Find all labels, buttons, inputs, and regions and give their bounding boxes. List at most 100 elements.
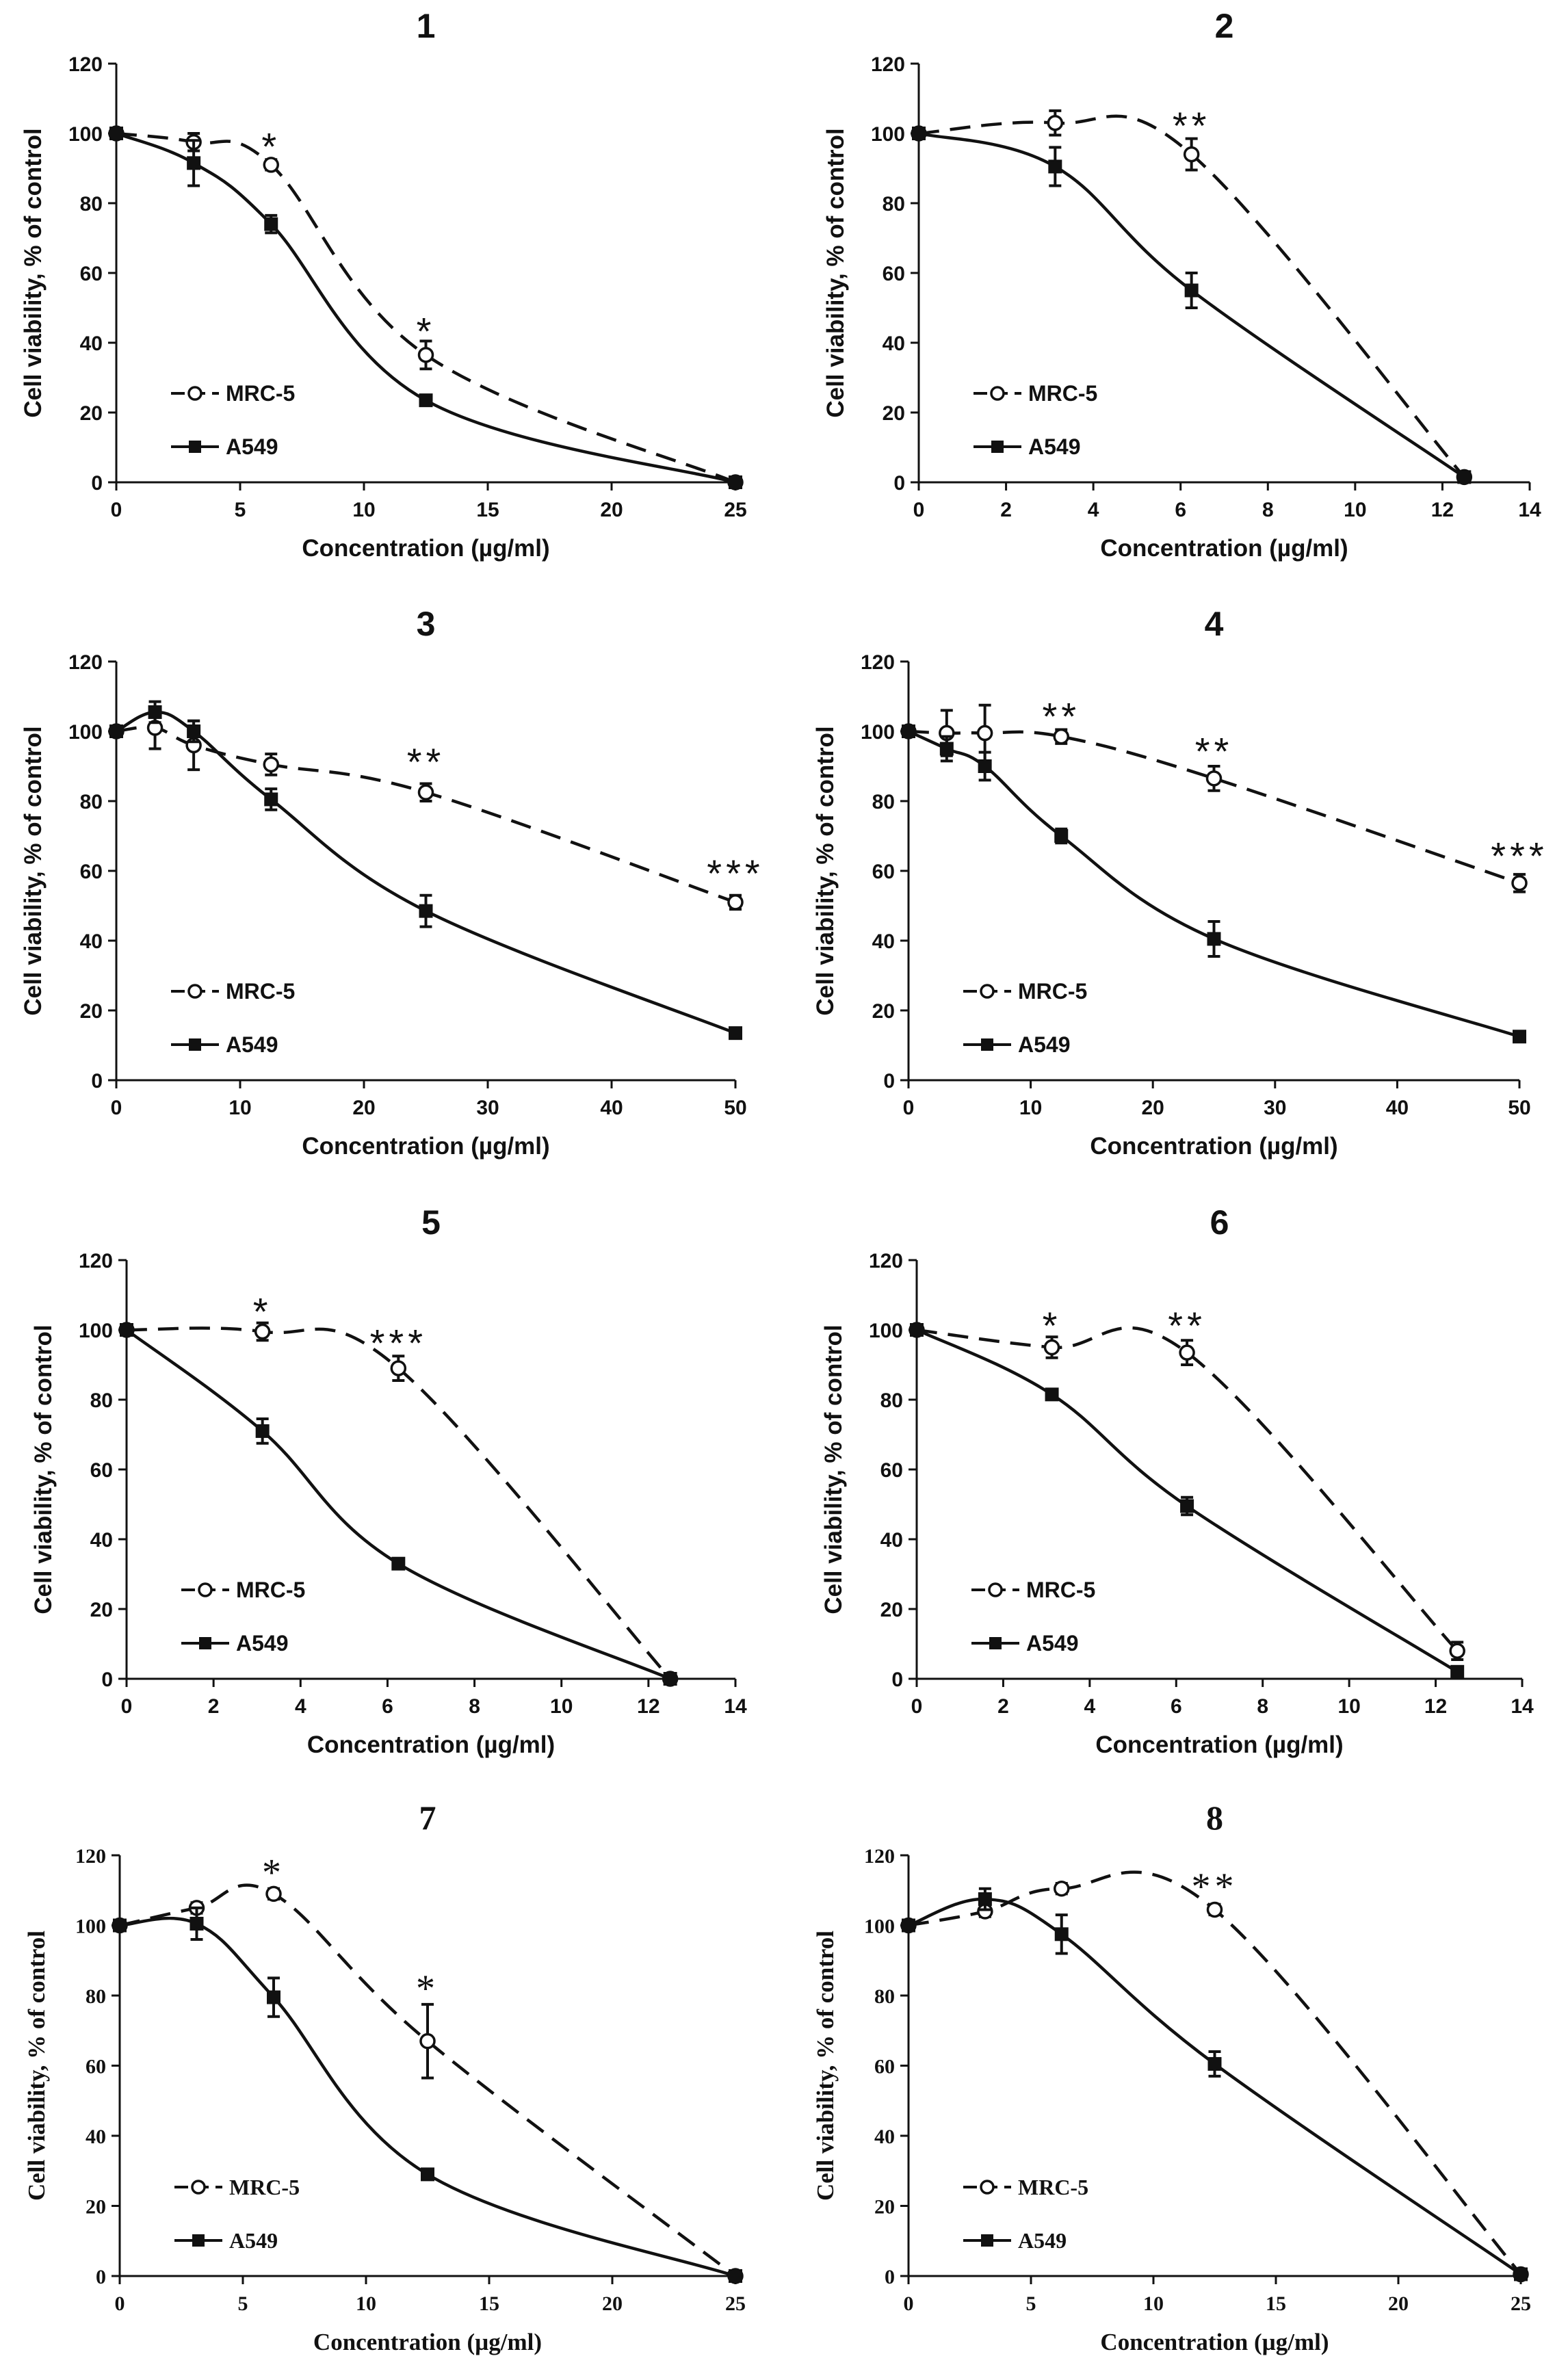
data-point [263, 157, 279, 173]
x-tick-label: 10 [352, 499, 375, 521]
series-a549 [910, 1323, 1465, 1679]
series-a549 [113, 1906, 742, 2283]
series-a549 [912, 127, 1472, 484]
series-line [119, 1883, 737, 2277]
y-tick-label: 100 [861, 721, 895, 744]
data-point [190, 1916, 204, 1931]
data-point [1514, 2267, 1528, 2281]
y-tick-label: 60 [874, 2056, 895, 2078]
legend-a549: A549 [171, 434, 278, 459]
x-tick-label: 40 [600, 1097, 623, 1119]
y-axis-label: Cell viability, % of control [812, 726, 839, 1015]
y-tick-label: 20 [86, 2196, 106, 2219]
data-point [1206, 1901, 1223, 1918]
legend-mrc-5: MRC-5 [974, 381, 1097, 406]
legend-a549: A549 [963, 1032, 1071, 1057]
chart-title: 3 [417, 605, 436, 643]
legend-marker [980, 2180, 995, 2195]
data-point [1047, 114, 1064, 131]
data-point [419, 393, 433, 408]
chart-title: 8 [1206, 1799, 1223, 1837]
data-point [1205, 770, 1223, 787]
data-point [912, 127, 926, 140]
legend-marker [990, 386, 1005, 401]
y-tick-label: 120 [869, 1250, 903, 1272]
y-tick-label: 120 [864, 1845, 895, 1868]
y-tick-label: 100 [68, 123, 103, 146]
data-point [120, 1323, 133, 1337]
legend-label: A549 [236, 1631, 289, 1656]
y-tick-label: 100 [864, 1915, 895, 1938]
x-axis-label: Concentration (µg/ml) [307, 1731, 555, 1758]
y-tick-label: 60 [872, 861, 895, 883]
legend-marker [981, 1038, 993, 1051]
data-point [1184, 283, 1199, 298]
x-tick-label: 10 [1337, 1695, 1360, 1718]
x-tick-label: 10 [356, 2292, 376, 2315]
legend-label: A549 [1018, 1032, 1071, 1057]
y-axis-label: Cell viability, % of control [820, 1324, 847, 1614]
legend-label: MRC-5 [1018, 2175, 1088, 2199]
series-line [125, 1329, 671, 1681]
significance-marker: * [417, 310, 436, 353]
x-axis-label: Concentration (µg/ml) [1095, 1731, 1343, 1758]
y-tick-label: 0 [883, 1070, 895, 1093]
series-a549 [902, 724, 1526, 1044]
legend-marker [991, 441, 1004, 453]
data-point [1511, 875, 1528, 891]
y-tick-label: 40 [874, 2126, 895, 2148]
series-a549 [109, 700, 742, 1041]
series-mrc-5 [118, 1321, 679, 1687]
series-line [116, 131, 736, 484]
chart-title: 1 [417, 7, 436, 45]
data-point [187, 724, 201, 738]
legend-label: A549 [1018, 2228, 1067, 2253]
x-tick-label: 2 [997, 1695, 1009, 1718]
data-point [1513, 1030, 1526, 1044]
series-line [908, 729, 1520, 1038]
y-tick-label: 20 [880, 1599, 903, 1621]
data-point [255, 1424, 270, 1438]
y-tick-label: 40 [90, 1529, 113, 1552]
legend-marker [192, 2234, 205, 2247]
legend-marker [189, 1038, 201, 1051]
chart-title: 2 [1215, 7, 1234, 45]
data-point [1054, 1927, 1069, 1941]
series-a549 [902, 1887, 1528, 2281]
y-tick-label: 100 [79, 1320, 113, 1342]
significance-marker: *** [1491, 835, 1547, 878]
chart-panel-7: 7 0 20 40 60 80 100 120 0 5 10 15 20 25 Concentration … [23, 1799, 746, 2355]
y-tick-label: 60 [80, 861, 103, 883]
data-point [729, 1026, 742, 1041]
y-tick-label: 0 [91, 1070, 103, 1093]
legend-mrc-5: MRC-5 [171, 979, 295, 1004]
legend-mrc-5: MRC-5 [181, 1578, 305, 1602]
x-tick-label: 2 [208, 1695, 220, 1718]
y-tick-label: 100 [869, 1320, 903, 1342]
x-tick-label: 15 [479, 2292, 499, 2315]
legend-label: A549 [1026, 1631, 1079, 1656]
y-tick-label: 80 [874, 1985, 895, 2008]
x-tick-label: 10 [1143, 2292, 1164, 2315]
y-tick-label: 40 [880, 1529, 903, 1552]
data-point [417, 347, 434, 363]
data-point [267, 1990, 280, 2004]
series-a549 [120, 1323, 677, 1686]
significance-marker: ** [407, 740, 445, 783]
x-tick-label: 40 [1386, 1097, 1409, 1119]
series-line [916, 1328, 1459, 1673]
x-tick-label: 14 [1511, 1695, 1534, 1718]
y-tick-label: 20 [872, 1000, 895, 1023]
significance-marker: * [416, 1967, 439, 2010]
y-axis-label: Cell viability, % of control [20, 128, 47, 417]
y-tick-label: 40 [86, 2126, 106, 2148]
significance-marker: * [253, 1290, 272, 1333]
y-tick-label: 120 [79, 1250, 113, 1272]
legend-label: MRC-5 [1018, 979, 1087, 1004]
y-tick-label: 100 [75, 1915, 106, 1938]
legend-label: A549 [229, 2228, 278, 2253]
x-tick-label: 0 [911, 1695, 923, 1718]
